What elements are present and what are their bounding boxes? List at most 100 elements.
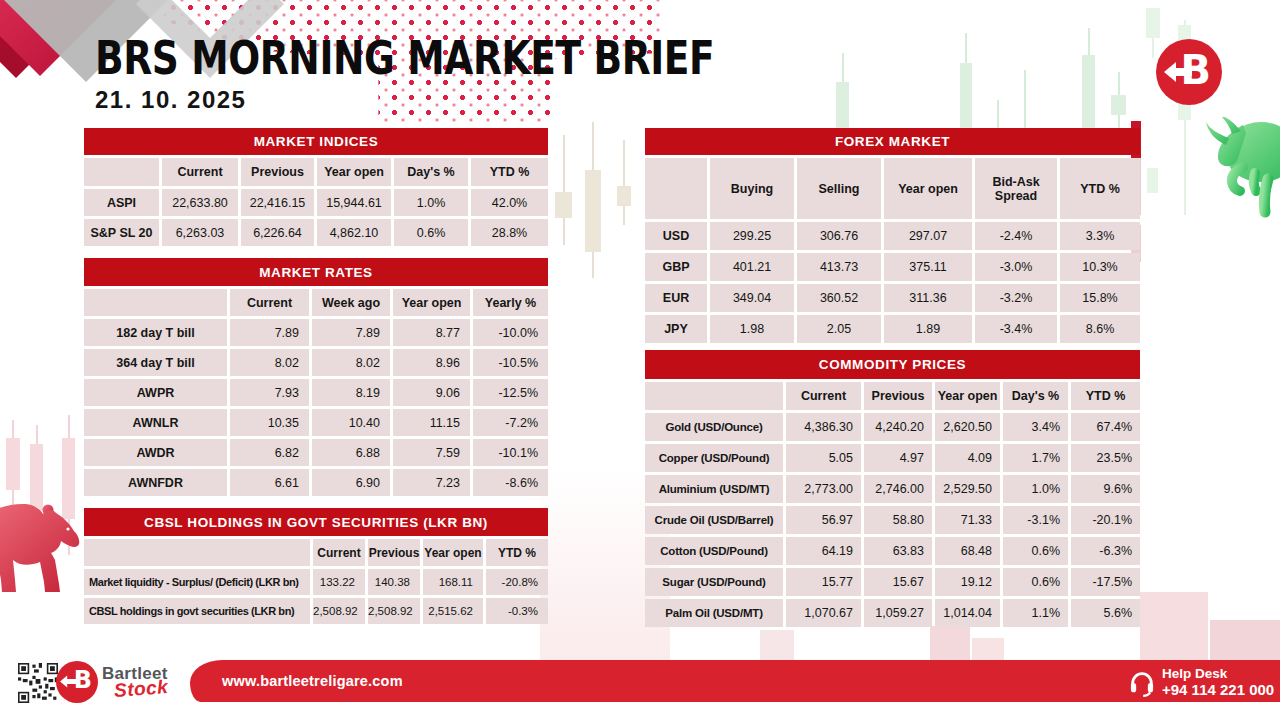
cell-value: 8.77 bbox=[393, 319, 470, 346]
stripe-decoration bbox=[1210, 620, 1280, 661]
cell-value: 8.02 bbox=[230, 349, 309, 376]
cell-value: 2,773.00 bbox=[786, 475, 861, 503]
cell-value: -10.5% bbox=[473, 349, 548, 376]
column-header: Current bbox=[786, 382, 861, 410]
cell-value: -3.0% bbox=[975, 253, 1057, 281]
column-header bbox=[84, 539, 310, 566]
cell-value: 8.6% bbox=[1060, 315, 1140, 343]
column-header: Current bbox=[230, 289, 309, 316]
table-row: 182 day T bill7.897.898.77-10.0% bbox=[84, 319, 548, 346]
table-title: FOREX MARKET bbox=[645, 128, 1140, 155]
table-row: ASPI22,633.8022,416.1515,944.611.0%42.0% bbox=[84, 189, 548, 216]
column-header: Current bbox=[162, 158, 238, 186]
cell-value: -7.2% bbox=[473, 409, 548, 436]
cell-value: 297.07 bbox=[884, 222, 972, 250]
cell-value: 5.05 bbox=[786, 444, 861, 472]
table-row: AWPR7.938.199.06-12.5% bbox=[84, 379, 548, 406]
cell-value: 42.0% bbox=[471, 189, 548, 216]
row-label: JPY bbox=[645, 315, 707, 343]
table-title: MARKET RATES bbox=[84, 258, 548, 286]
header-row: CurrentPreviousYear openDay's %YTD % bbox=[84, 158, 548, 186]
table-row: EUR349.04360.52311.36-3.2%15.8% bbox=[645, 284, 1140, 312]
row-label: Aluminium (USD/MT) bbox=[645, 475, 783, 503]
bear-illustration bbox=[0, 500, 88, 594]
cell-value: 7.59 bbox=[393, 439, 470, 466]
row-label: USD bbox=[645, 222, 707, 250]
stripe-decoration bbox=[930, 626, 970, 661]
row-label: ASPI bbox=[84, 189, 159, 216]
row-label: AWNLR bbox=[84, 409, 227, 436]
table-row: AWDR6.826.887.59-10.1% bbox=[84, 439, 548, 466]
cell-value: 58.80 bbox=[864, 506, 932, 534]
candlestick-decoration bbox=[1022, 70, 1028, 130]
cell-value: 1,059.27 bbox=[864, 599, 932, 627]
column-header bbox=[645, 158, 707, 219]
cell-value: 1.98 bbox=[710, 315, 794, 343]
cell-value: 4,240.20 bbox=[864, 413, 932, 441]
headset-icon bbox=[1128, 669, 1156, 697]
column-header: Year open bbox=[935, 382, 1000, 410]
cell-value: 311.36 bbox=[884, 284, 972, 312]
page-date: 21. 10. 2025 bbox=[95, 86, 246, 114]
footer-website[interactable]: www.bartleetreligare.com bbox=[222, 673, 403, 689]
cell-value: 4.97 bbox=[864, 444, 932, 472]
row-label: Crude Oil (USD/Barrel) bbox=[645, 506, 783, 534]
cell-value: 140.38 bbox=[368, 569, 420, 595]
cell-value: 1.0% bbox=[1003, 475, 1068, 503]
row-label: 364 day T bill bbox=[84, 349, 227, 376]
candlestick-decoration bbox=[1147, 168, 1158, 193]
cell-value: 6,263.03 bbox=[162, 219, 238, 246]
row-label: AWDR bbox=[84, 439, 227, 466]
cell-value: 4,386.30 bbox=[786, 413, 861, 441]
cell-value: 0.6% bbox=[1003, 568, 1068, 596]
cell-value: 299.25 bbox=[710, 222, 794, 250]
row-label: GBP bbox=[645, 253, 707, 281]
table-row: Crude Oil (USD/Barrel)56.9758.8071.33-3.… bbox=[645, 506, 1140, 534]
table-row: Cotton (USD/Pound)64.1963.8368.480.6%-6.… bbox=[645, 537, 1140, 565]
column-header: Day's % bbox=[1003, 382, 1068, 410]
help-desk-label: Help Desk bbox=[1162, 666, 1274, 681]
table-title: COMMODITY PRICES bbox=[645, 350, 1140, 379]
table-title: CBSL HOLDINGS IN GOVT SECURITIES (LKR BN… bbox=[84, 508, 548, 536]
row-label: S&P SL 20 bbox=[84, 219, 159, 246]
cell-value: -2.4% bbox=[975, 222, 1057, 250]
column-header: Year open bbox=[393, 289, 470, 316]
cell-value: 2,529.50 bbox=[935, 475, 1000, 503]
cell-value: -3.1% bbox=[1003, 506, 1068, 534]
row-label: Market liquidity - Surplus/ (Deficit) (L… bbox=[84, 569, 310, 595]
candlestick-decoration bbox=[585, 122, 601, 278]
table-row: CBSL holdings in govt securities (LKR bn… bbox=[84, 598, 548, 624]
candlestick-decoration bbox=[995, 100, 1001, 130]
cell-value: 7.93 bbox=[230, 379, 309, 406]
header-row: BuyingSellingYear openBid-Ask SpreadYTD … bbox=[645, 158, 1140, 219]
cell-value: 4,862.10 bbox=[317, 219, 391, 246]
cell-value: 360.52 bbox=[797, 284, 881, 312]
cell-value: 1.1% bbox=[1003, 599, 1068, 627]
column-header: YTD % bbox=[486, 539, 548, 566]
cell-value: -20.8% bbox=[486, 569, 548, 595]
table-title: MARKET INDICES bbox=[84, 128, 548, 155]
cell-value: 9.06 bbox=[393, 379, 470, 406]
column-header: Current bbox=[313, 539, 365, 566]
cell-value: 67.4% bbox=[1071, 413, 1140, 441]
cell-value: 15.67 bbox=[864, 568, 932, 596]
row-label: Cotton (USD/Pound) bbox=[645, 537, 783, 565]
header-row: CurrentWeek agoYear openYearly % bbox=[84, 289, 548, 316]
table-row: USD299.25306.76297.07-2.4%3.3% bbox=[645, 222, 1140, 250]
column-header: Previous bbox=[368, 539, 420, 566]
candlestick-decoration bbox=[1146, 8, 1160, 58]
cell-value: 3.3% bbox=[1060, 222, 1140, 250]
column-header: YTD % bbox=[471, 158, 548, 186]
cell-value: 2,620.50 bbox=[935, 413, 1000, 441]
column-header: Day's % bbox=[394, 158, 468, 186]
cell-value: 0.6% bbox=[1003, 537, 1068, 565]
header-row: CurrentPreviousYear openDay's %YTD % bbox=[645, 382, 1140, 410]
table-row: Palm Oil (USD/MT)1,070.671,059.271,014.0… bbox=[645, 599, 1140, 627]
cell-value: 8.96 bbox=[393, 349, 470, 376]
commodity-prices-table: COMMODITY PRICES CurrentPreviousYear ope… bbox=[645, 350, 1140, 630]
page: { "header": { "title": "BRS MORNING MARK… bbox=[0, 0, 1280, 720]
row-label: Sugar (USD/Pound) bbox=[645, 568, 783, 596]
table-row: Sugar (USD/Pound)15.7715.6719.120.6%-17.… bbox=[645, 568, 1140, 596]
qr-code bbox=[18, 663, 58, 703]
column-header: Yearly % bbox=[473, 289, 548, 316]
